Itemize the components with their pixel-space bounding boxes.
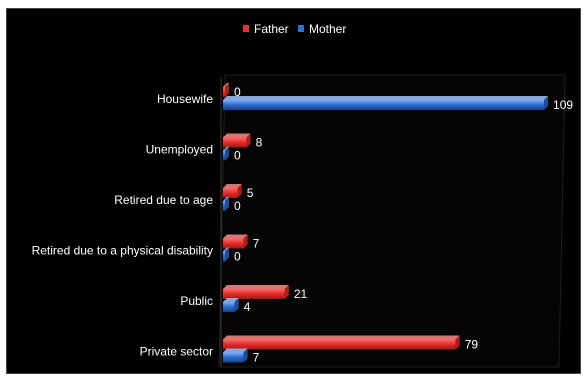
bar-end-father <box>243 234 248 249</box>
legend-swatch-father <box>243 25 249 32</box>
bar-father <box>223 289 285 299</box>
bar-end-father <box>455 335 460 350</box>
bar-father <box>223 137 247 148</box>
bar-end-father <box>284 285 289 299</box>
bar-mother <box>223 251 225 262</box>
value-label: 0 <box>234 250 241 264</box>
value-label: 79 <box>465 338 479 352</box>
value-label: 5 <box>247 186 254 200</box>
bar-top-father <box>223 83 229 87</box>
bar-top-mother <box>223 146 229 151</box>
value-label: 7 <box>253 351 260 365</box>
bar-father <box>223 238 244 249</box>
legend-swatch-mother <box>298 25 304 32</box>
category-labels: Housewife Unemployed Retired due to age Ret… <box>32 92 214 359</box>
bar-end-father <box>225 83 229 97</box>
bar-end-mother <box>243 348 248 363</box>
category-label: Unemployed <box>146 143 213 157</box>
bar-top-father <box>223 335 460 340</box>
bar-top-father <box>223 184 242 188</box>
chart-container: Father Mother Housewife Unemployed Retired… <box>6 8 581 374</box>
bar-top-mother <box>223 348 248 353</box>
bar-end-mother <box>234 298 239 312</box>
legend-label-father: Father <box>254 22 289 36</box>
bar-top-mother <box>223 96 549 100</box>
value-label: 8 <box>256 136 263 150</box>
bar-mother <box>223 352 244 363</box>
bar-chart: Father Mother Housewife Unemployed Retired… <box>32 22 573 368</box>
bar-father <box>223 339 456 350</box>
category-label: Public <box>180 294 213 308</box>
bars <box>223 83 549 363</box>
value-label: 4 <box>244 300 251 314</box>
legend: Father Mother <box>243 22 346 36</box>
bar-top-father <box>223 234 248 239</box>
value-label: 0 <box>234 199 241 213</box>
bar-father <box>223 188 238 198</box>
category-label: Housewife <box>157 92 213 106</box>
bar-end-father <box>237 184 242 198</box>
category-label: Retired due to a physical disability <box>32 244 213 258</box>
category-label: Retired due to age <box>114 193 213 207</box>
bar-end-mother <box>225 247 229 262</box>
value-label: 0 <box>234 149 241 163</box>
value-label: 109 <box>553 98 573 112</box>
bar-mother <box>223 201 225 211</box>
bar-top-mother <box>223 298 239 302</box>
bar-top-father <box>223 285 289 289</box>
value-label: 0 <box>234 85 241 99</box>
value-label: 21 <box>294 287 308 301</box>
bar-mother <box>223 100 545 110</box>
bar-end-mother <box>225 146 229 161</box>
bar-top-mother <box>223 197 229 201</box>
bar-father <box>223 87 225 97</box>
category-label: Private sector <box>140 345 213 359</box>
bar-end-mother <box>225 197 229 211</box>
legend-label-mother: Mother <box>309 22 346 36</box>
bar-end-father <box>246 133 251 148</box>
plot-backwall <box>218 74 566 368</box>
value-label: 7 <box>253 237 260 251</box>
bar-top-mother <box>223 247 229 252</box>
bar-end-mother <box>544 96 549 110</box>
bar-mother <box>223 302 235 312</box>
bar-top-father <box>223 133 251 138</box>
bar-mother <box>223 150 225 161</box>
